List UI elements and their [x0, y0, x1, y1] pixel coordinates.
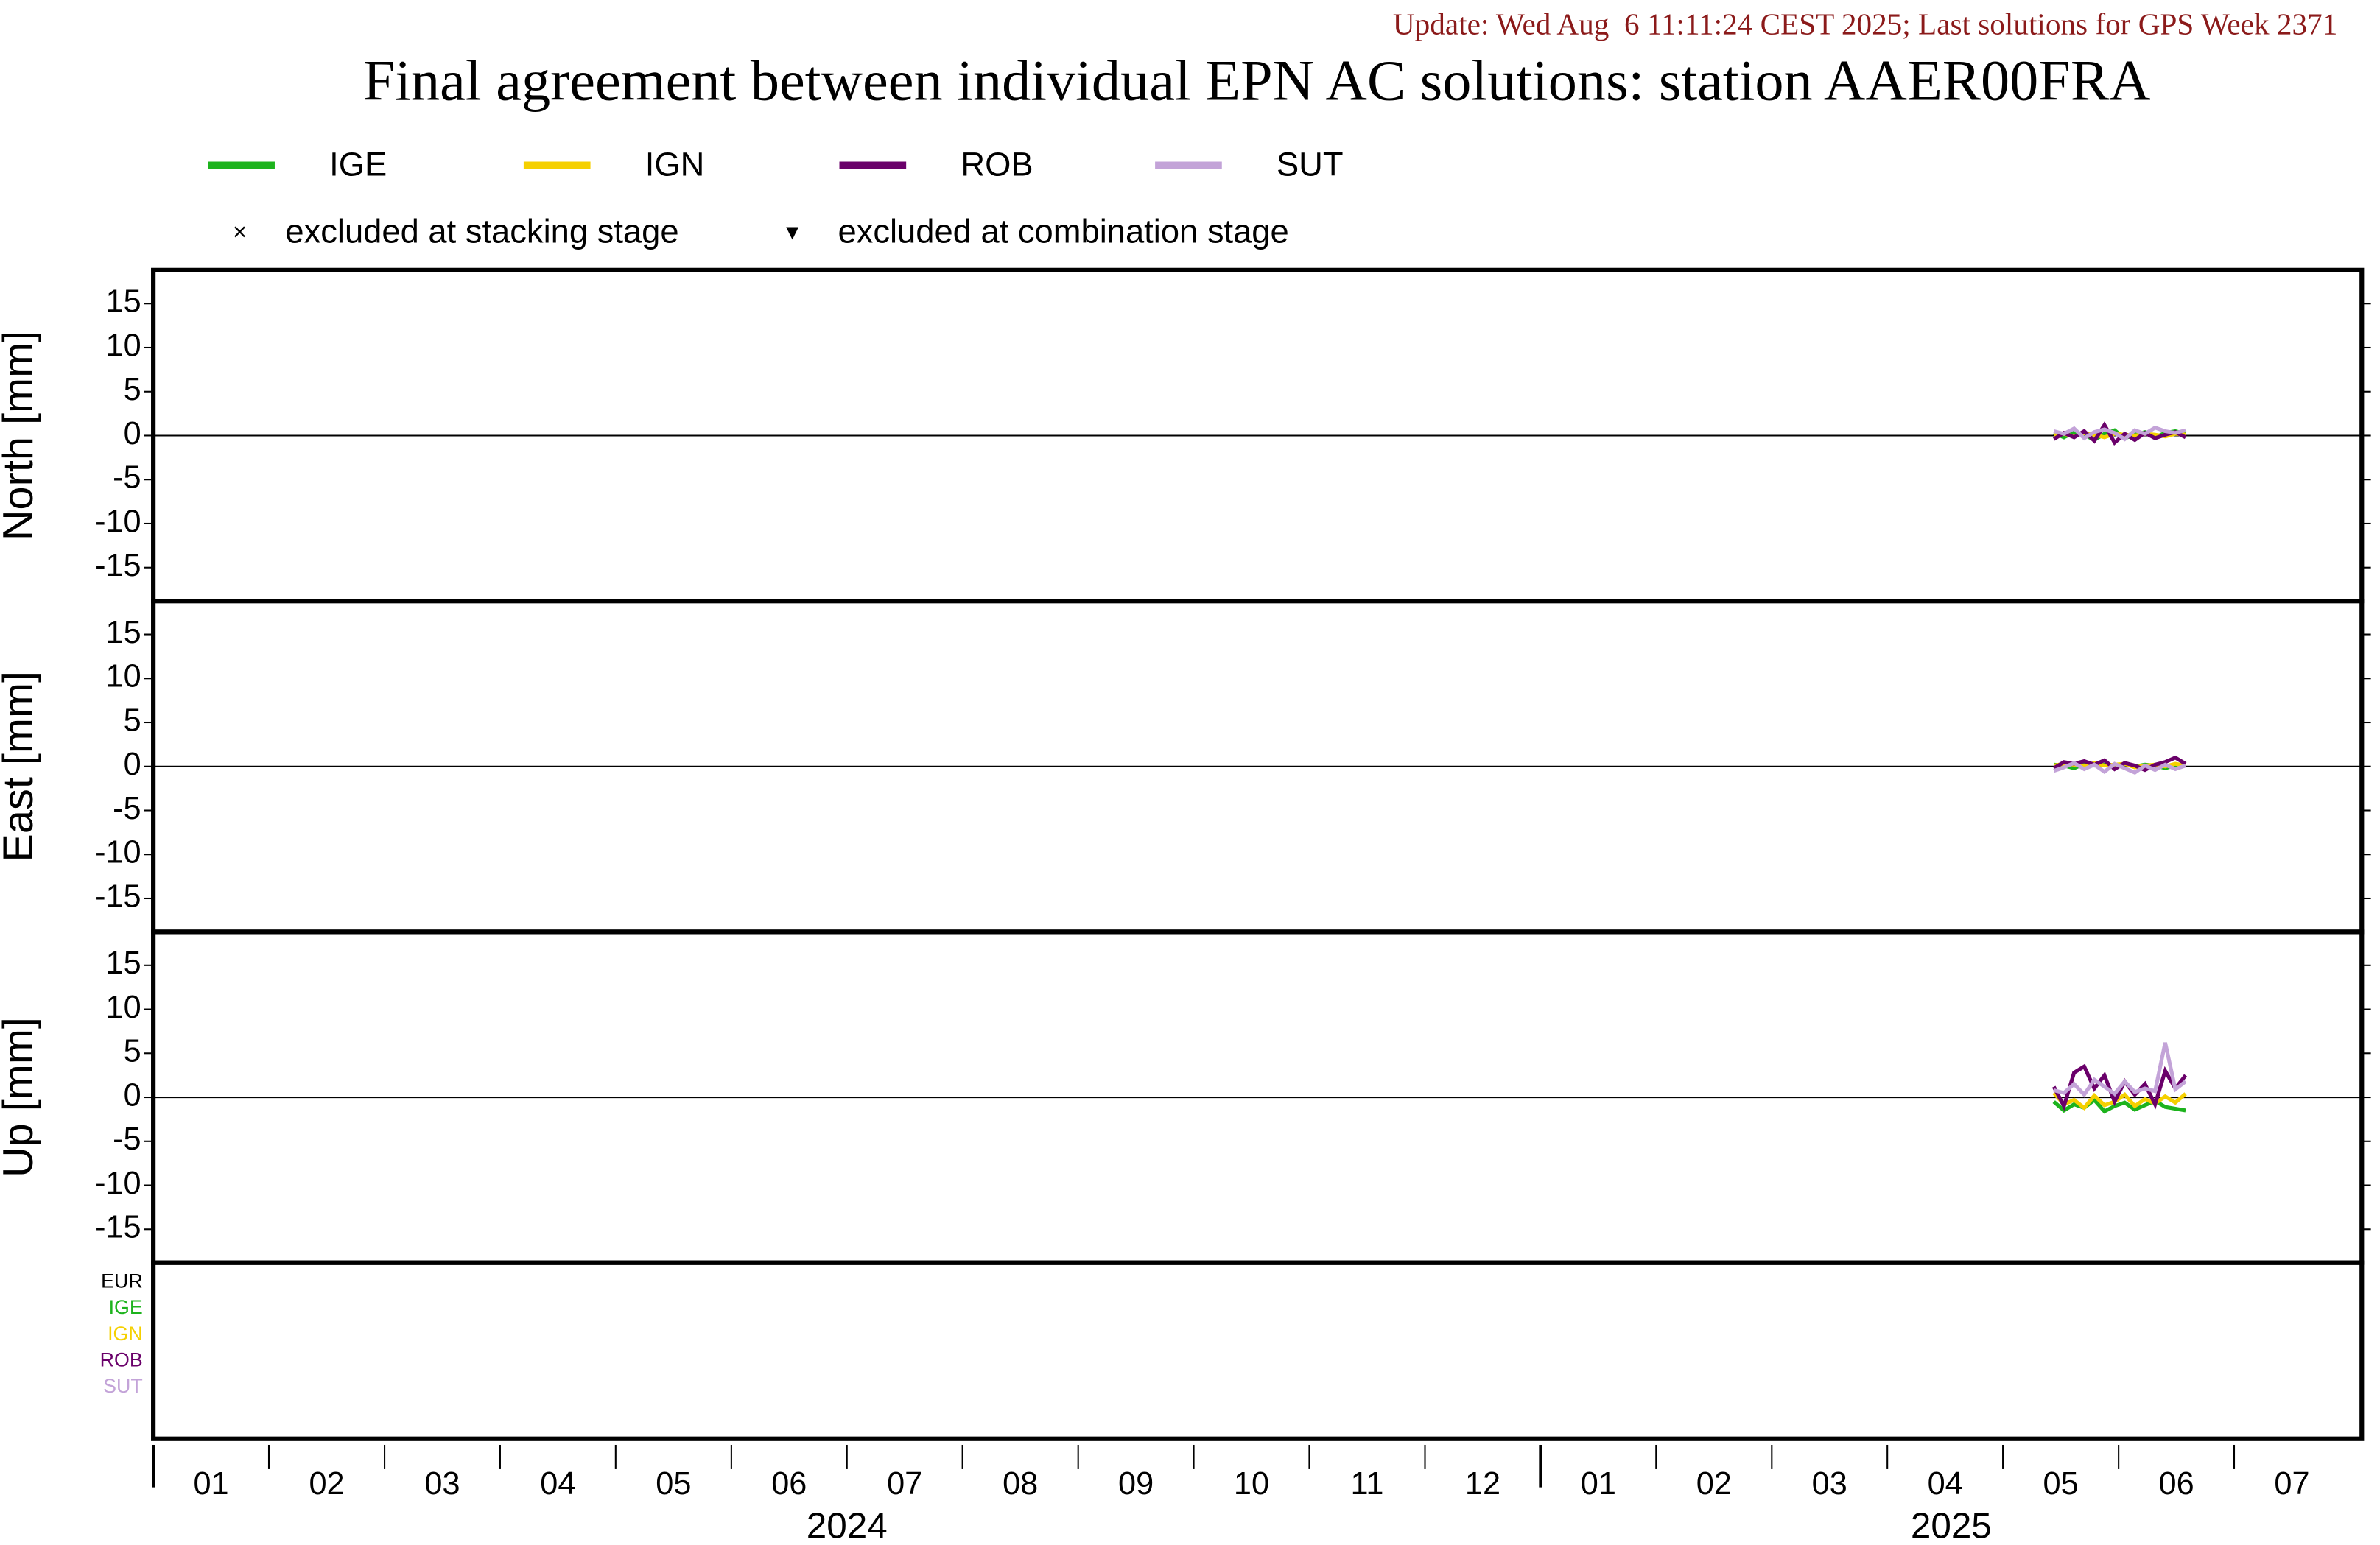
y-tick-label: -15 — [95, 1210, 141, 1245]
y-tick-label: 0 — [124, 1077, 141, 1113]
y-tick-label: -5 — [113, 460, 141, 496]
x-tick-label: 08 — [1003, 1466, 1038, 1502]
ac-panel-frame — [151, 1260, 2365, 1441]
x-tick-label: 06 — [2159, 1466, 2194, 1502]
x-tick-label: 05 — [656, 1466, 691, 1502]
x-tick-label: 04 — [540, 1466, 575, 1502]
y-tick-label: 5 — [124, 1034, 141, 1069]
series-line — [2052, 1097, 2186, 1114]
y-tick-label: 10 — [106, 328, 141, 363]
y-axis-label: North [mm] — [0, 331, 42, 541]
stacking-legend: excluded at stacking stage — [285, 212, 678, 250]
series-line — [2051, 1063, 2188, 1111]
y-tick-label: -15 — [95, 548, 141, 583]
y-tick-label: -5 — [113, 791, 141, 826]
y-axis-label: Up [mm] — [0, 1017, 42, 1178]
y-tick-label: 15 — [106, 284, 141, 320]
stacking-marker: × — [233, 218, 247, 245]
x-tick-label: 05 — [2043, 1466, 2079, 1502]
legend-label: ROB — [961, 146, 1033, 183]
y-tick-label: 10 — [106, 659, 141, 694]
series-line — [2052, 1091, 2187, 1111]
y-tick-label: -10 — [95, 1166, 141, 1201]
y-tick-label: 5 — [124, 703, 141, 738]
y-tick-label: 10 — [106, 990, 141, 1025]
x-tick-label: 12 — [1465, 1466, 1500, 1502]
x-tick-label: 02 — [1696, 1466, 1732, 1502]
x-tick-label: 01 — [1581, 1466, 1616, 1502]
y-tick-label: 15 — [106, 615, 141, 650]
legend-label: IGN — [645, 146, 705, 183]
x-tick-label: 04 — [1928, 1466, 1963, 1502]
x-year-label: 2024 — [807, 1505, 888, 1545]
x-tick-label: 07 — [2274, 1466, 2309, 1502]
x-tick-label: 11 — [1351, 1466, 1384, 1502]
combination-marker: ▼ — [782, 221, 803, 244]
y-tick-label: 0 — [124, 747, 141, 782]
ac-label: EUR — [101, 1270, 143, 1292]
series-line — [2053, 761, 2186, 775]
x-tick-label: 10 — [1234, 1466, 1269, 1502]
x-tick-label: 01 — [193, 1466, 228, 1502]
legend-label: IGE — [329, 146, 387, 183]
y-tick-label: -15 — [95, 879, 141, 914]
ac-label: SUT — [103, 1375, 143, 1397]
update-note: Update: Wed Aug 6 11:11:24 CEST 2025; La… — [1393, 7, 2337, 41]
y-axis-label: East [mm] — [0, 671, 42, 862]
legend: IGE IGN ROB SUT — [208, 146, 1344, 183]
x-tick-label: 09 — [1118, 1466, 1154, 1502]
series-line — [2053, 425, 2186, 442]
y-tick-label: -10 — [95, 835, 141, 870]
y-tick-label: 15 — [106, 946, 141, 981]
y-tick-label: 5 — [124, 372, 141, 407]
y-tick-label: -10 — [95, 504, 141, 539]
x-tick-label: 06 — [771, 1466, 807, 1502]
y-tick-label: 0 — [124, 416, 141, 451]
x-tick-label: 03 — [1812, 1466, 1847, 1502]
ac-label: ROB — [100, 1349, 143, 1371]
y-tick-label: -5 — [113, 1122, 141, 1157]
combination-legend: excluded at combination stage — [838, 212, 1288, 250]
x-tick-label: 02 — [309, 1466, 344, 1502]
chart-title: Final agreement between individual EPN A… — [363, 48, 2151, 112]
x-tick-label: 07 — [887, 1466, 922, 1502]
series-line — [2053, 1042, 2187, 1098]
ac-label: IGE — [109, 1296, 143, 1318]
x-year-label: 2025 — [1911, 1505, 1992, 1545]
legend-label: SUT — [1277, 146, 1344, 183]
ac-label: IGN — [108, 1323, 143, 1345]
x-tick-label: 03 — [424, 1466, 460, 1502]
